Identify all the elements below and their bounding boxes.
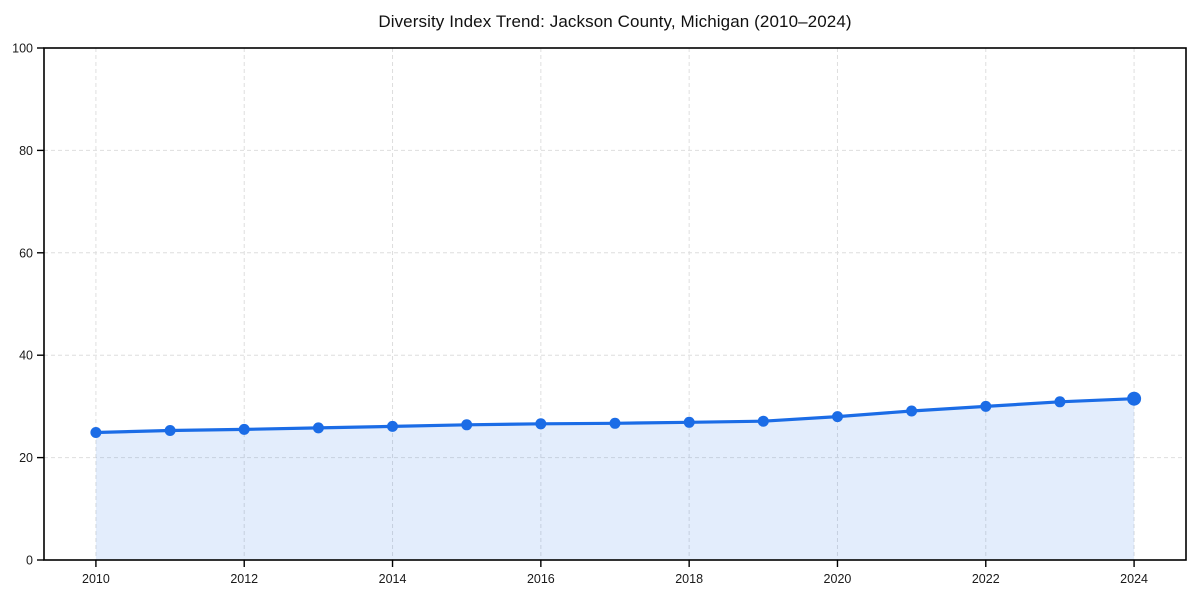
y-tick-label: 40 <box>19 349 33 363</box>
y-tick-label: 20 <box>19 451 33 465</box>
y-tick-label: 100 <box>12 42 33 56</box>
x-tick-label: 2024 <box>1120 572 1148 586</box>
data-point <box>906 405 918 417</box>
x-tick-label: 2016 <box>527 572 555 586</box>
data-point <box>535 418 547 430</box>
y-tick-label: 80 <box>19 144 33 158</box>
x-tick-label: 2020 <box>824 572 852 586</box>
y-tick-label: 60 <box>19 246 33 260</box>
data-point <box>609 417 621 429</box>
data-point <box>238 423 250 435</box>
plot-border <box>43 47 1187 561</box>
x-tick-label: 2022 <box>972 572 1000 586</box>
data-point <box>1054 396 1066 408</box>
x-tick-label: 2018 <box>675 572 703 586</box>
y-tick-label: 0 <box>26 554 33 568</box>
data-point <box>461 419 473 431</box>
data-point <box>164 425 176 436</box>
data-point <box>1127 391 1142 406</box>
data-point <box>757 415 769 427</box>
data-point <box>387 420 398 432</box>
data-point <box>832 411 843 423</box>
data-point <box>90 427 102 438</box>
data-point <box>683 416 695 428</box>
area-fill <box>95 398 1135 560</box>
x-tick-label: 2010 <box>82 572 110 586</box>
data-point <box>312 422 324 434</box>
x-tick-label: 2012 <box>230 572 258 586</box>
chart-title: Diversity Index Trend: Jackson County, M… <box>378 12 852 31</box>
x-tick-label: 2014 <box>379 572 407 586</box>
data-point <box>980 400 992 412</box>
